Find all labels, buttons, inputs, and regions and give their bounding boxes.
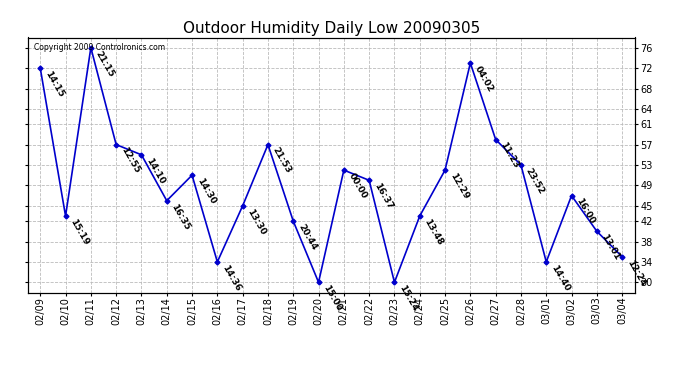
Text: 16:37: 16:37 <box>372 182 394 211</box>
Text: 15:24: 15:24 <box>397 284 420 313</box>
Text: 14:30: 14:30 <box>195 177 217 206</box>
Title: Outdoor Humidity Daily Low 20090305: Outdoor Humidity Daily Low 20090305 <box>183 21 480 36</box>
Text: 12:55: 12:55 <box>119 146 141 175</box>
Text: 23:52: 23:52 <box>524 166 546 196</box>
Text: 21:53: 21:53 <box>270 146 293 175</box>
Text: 14:15: 14:15 <box>43 69 65 99</box>
Text: 15:19: 15:19 <box>68 217 90 247</box>
Text: 20:44: 20:44 <box>296 222 318 252</box>
Text: 04:02: 04:02 <box>473 64 495 94</box>
Text: 13:48: 13:48 <box>422 217 444 247</box>
Text: 00:00: 00:00 <box>346 171 368 200</box>
Text: 15:00: 15:00 <box>322 284 344 313</box>
Text: 21:15: 21:15 <box>94 49 116 78</box>
Text: 14:10: 14:10 <box>144 156 166 186</box>
Text: 16:35: 16:35 <box>170 202 192 231</box>
Text: 13:30: 13:30 <box>246 207 268 236</box>
Text: 12:29: 12:29 <box>448 171 470 201</box>
Text: 14:40: 14:40 <box>549 263 571 292</box>
Text: Copyright 2009 Controlronics.com: Copyright 2009 Controlronics.com <box>34 43 165 52</box>
Text: 13:01: 13:01 <box>600 233 622 262</box>
Text: 16:00: 16:00 <box>574 197 596 226</box>
Text: 14:36: 14:36 <box>220 263 242 292</box>
Text: 12:24: 12:24 <box>625 258 647 288</box>
Text: 11:23: 11:23 <box>498 141 520 170</box>
